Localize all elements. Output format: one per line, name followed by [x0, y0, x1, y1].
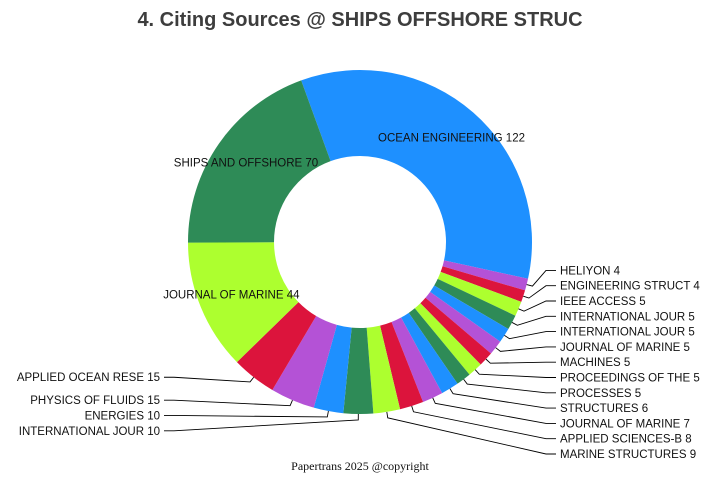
leader-line-10: [463, 379, 556, 394]
slice-label-19: JOURNAL OF MARINE 44: [163, 290, 300, 302]
leader-line-3: [523, 285, 556, 299]
slice-label-13: APPLIED SCIENCES-B 8: [560, 434, 692, 446]
leader-line-4: [518, 300, 556, 312]
slice-label-14: MARINE STRUCTURES 9: [560, 449, 696, 461]
slice-label-6: INTERNATIONAL JOUR 5: [560, 327, 695, 339]
slice-5: [434, 278, 516, 330]
slice-9: [414, 303, 481, 375]
slice-label-15: INTERNATIONAL JOUR 10: [19, 426, 160, 438]
slice-2: [442, 260, 529, 291]
slice-11: [401, 312, 458, 394]
leader-line-5: [511, 315, 556, 326]
slice-6: [430, 285, 509, 342]
slice-19: [188, 242, 299, 363]
slice-18: [236, 302, 317, 390]
leader-line-11: [449, 388, 556, 409]
leader-line-17: [164, 399, 293, 407]
leader-line-6: [504, 331, 556, 340]
slice-15: [343, 327, 374, 414]
leader-line-12: [432, 397, 556, 424]
slice-label-2: HELIYON 4: [560, 265, 621, 277]
slice-label-1: OCEAN ENGINEERING 122: [378, 132, 525, 144]
slice-label-10: PROCESSES 5: [560, 388, 641, 400]
slice-label-17: PHYSICS OF FLUIDS 15: [30, 395, 160, 407]
slice-label-5: INTERNATIONAL JOUR 5: [560, 311, 695, 323]
leader-line-8: [485, 358, 556, 364]
slice-10: [408, 308, 470, 384]
leader-line-13: [411, 405, 556, 440]
chart-footer: Papertrans 2025 @copyright: [291, 459, 429, 473]
slice-label-4: IEEE ACCESS 5: [560, 296, 646, 308]
slice-12: [391, 317, 443, 403]
leader-line-2: [526, 269, 556, 287]
slice-label-16: ENERGIES 10: [85, 410, 160, 422]
leader-line-16: [164, 410, 329, 418]
slice-label-12: JOURNAL OF MARINE 7: [560, 418, 690, 430]
slice-3: [440, 266, 526, 302]
slice-14: [366, 325, 401, 414]
slice-label-3: ENGINEERING STRUCT 4: [560, 281, 700, 293]
leader-line-9: [474, 369, 556, 378]
leader-line-7: [495, 346, 556, 352]
slice-label-18: APPLIED OCEAN RESE 15: [17, 372, 160, 384]
chart-title: 4. Citing Sources @ SHIPS OFFSHORE STRUC: [137, 9, 582, 31]
slice-20: [187, 80, 331, 243]
leader-line-18: [164, 376, 255, 383]
slice-8: [420, 297, 491, 365]
slice-13: [380, 322, 424, 410]
slices-group: [187, 70, 532, 414]
slice-label-8: MACHINES 5: [560, 357, 630, 369]
leader-line-14: [386, 411, 556, 455]
slice-label-7: JOURNAL OF MARINE 5: [560, 342, 690, 354]
leader-line-15: [164, 413, 359, 432]
slice-7: [425, 291, 501, 354]
slice-17: [272, 315, 337, 408]
slice-label-9: PROCEEDINGS OF THE 5: [560, 373, 700, 385]
slice-16: [313, 324, 352, 414]
labels-group: OCEAN ENGINEERING 122 JOURNAL OF MARINE 4…: [17, 132, 701, 461]
slice-4: [437, 271, 522, 316]
slice-1: [301, 70, 532, 279]
slice-label-11: STRUCTURES 6: [560, 403, 648, 415]
slice-label-20: SHIPS AND OFFSHORE 70: [174, 157, 318, 169]
